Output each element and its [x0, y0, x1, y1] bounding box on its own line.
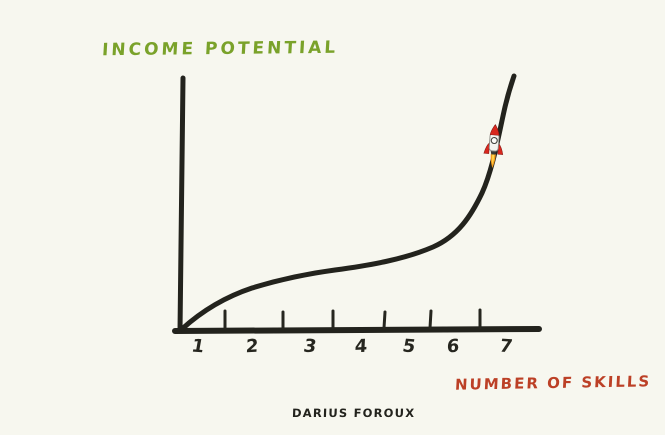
rocket-window — [490, 136, 498, 145]
rocket-fin-right — [497, 142, 504, 155]
x-tick — [428, 309, 433, 330]
x-axis-ticks — [223, 308, 482, 330]
author-credit: DARIUS FOROUX — [291, 406, 416, 420]
rocket-icon — [483, 124, 504, 168]
x-tick — [382, 310, 387, 330]
x-axis-line — [172, 326, 542, 334]
x-axis-label: NUMBER OF SKILLS — [454, 372, 652, 394]
rocket-flame-inner — [492, 153, 495, 165]
y-axis-line — [177, 75, 186, 334]
rocket-fin-left — [483, 142, 490, 154]
rocket-nose — [489, 124, 500, 136]
x-tick-label: 6 — [446, 335, 460, 358]
x-tick-label: 2 — [245, 335, 259, 358]
income-curve — [179, 73, 517, 332]
x-tick-label: 4 — [354, 335, 368, 358]
chart-title: INCOME POTENTIAL — [101, 37, 339, 61]
